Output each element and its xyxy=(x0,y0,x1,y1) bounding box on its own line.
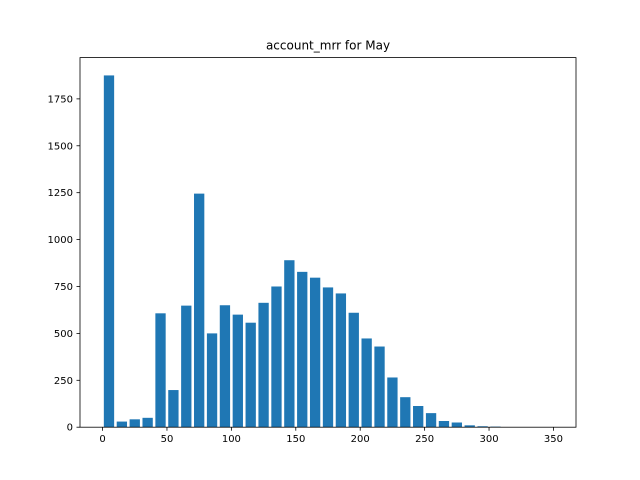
bar xyxy=(387,377,398,428)
bar xyxy=(425,413,437,428)
y-tick-label: 1750 xyxy=(48,94,73,105)
bar xyxy=(464,425,475,428)
bar xyxy=(103,75,115,428)
bar xyxy=(129,419,140,428)
bar xyxy=(258,302,269,428)
bar xyxy=(477,426,488,428)
y-tick-label: 1000 xyxy=(48,235,73,246)
bar xyxy=(309,277,321,428)
x-axis: 0 50 100 150 200 250 300 350 xyxy=(99,427,563,445)
bar xyxy=(232,314,243,428)
bar xyxy=(335,293,347,428)
x-tick-label: 350 xyxy=(544,434,563,445)
x-tick-label: 200 xyxy=(351,434,370,445)
bar xyxy=(413,405,424,428)
x-tick-label: 100 xyxy=(222,434,241,445)
y-tick-label: 1500 xyxy=(48,141,73,152)
x-tick-label: 300 xyxy=(479,434,498,445)
y-tick-label: 250 xyxy=(54,376,73,387)
bar xyxy=(116,421,128,428)
bar xyxy=(245,322,256,428)
y-tick-label: 0 xyxy=(67,423,73,434)
y-axis: 0 250 500 750 1000 1250 1500 1750 xyxy=(48,94,80,434)
y-tick-label: 500 xyxy=(54,329,73,340)
bar xyxy=(361,338,372,428)
bar xyxy=(206,333,218,428)
bar xyxy=(284,260,295,428)
x-tick-label: 150 xyxy=(286,434,305,445)
bar xyxy=(374,346,385,428)
y-tick-label: 1250 xyxy=(48,188,73,199)
bar xyxy=(322,287,334,428)
x-tick-label: 0 xyxy=(99,434,105,445)
chart-title: account_mrr for May xyxy=(266,39,390,53)
bar xyxy=(194,193,205,428)
bar xyxy=(271,286,282,428)
bar xyxy=(155,313,166,428)
x-tick-label: 250 xyxy=(415,434,434,445)
bar xyxy=(400,397,411,428)
bar xyxy=(142,417,153,428)
bar xyxy=(181,305,192,428)
x-tick-label: 50 xyxy=(161,434,174,445)
y-tick-label: 750 xyxy=(54,282,73,293)
bar xyxy=(348,312,359,428)
bar xyxy=(297,271,308,428)
plot-frame xyxy=(79,57,577,428)
bar xyxy=(451,422,462,428)
bars-group xyxy=(103,75,501,428)
bar xyxy=(438,421,450,428)
bar xyxy=(168,390,179,428)
bar xyxy=(219,305,231,428)
